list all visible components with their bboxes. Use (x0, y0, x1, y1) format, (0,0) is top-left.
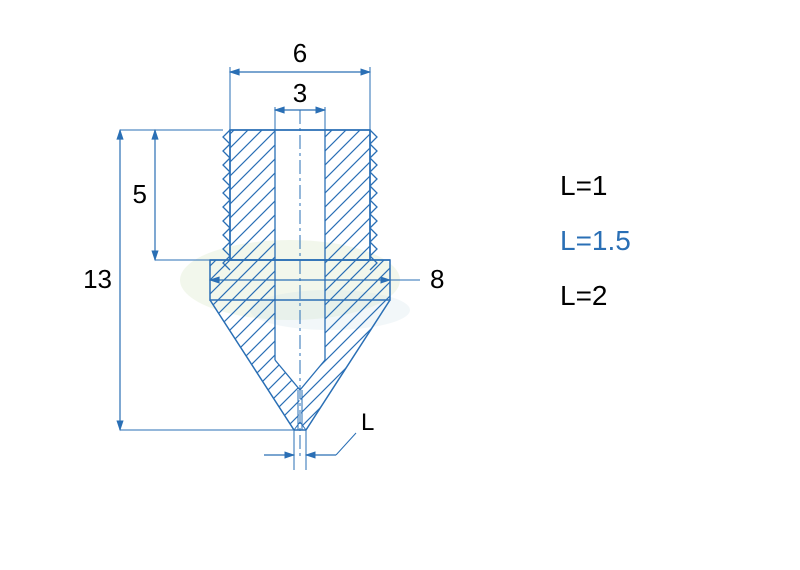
svg-text:3: 3 (293, 78, 307, 108)
legend-line-2: L=1.5 (560, 225, 631, 257)
svg-text:8: 8 (430, 264, 444, 294)
svg-text:6: 6 (293, 38, 307, 68)
svg-text:13: 13 (83, 264, 112, 294)
nozzle-technical-drawing: 6 3 5 13 8 L (0, 0, 800, 570)
svg-text:5: 5 (133, 179, 147, 209)
legend-line-3: L=2 (560, 280, 608, 312)
legend-line-1: L=1 (560, 170, 608, 202)
svg-text:L: L (361, 409, 374, 436)
